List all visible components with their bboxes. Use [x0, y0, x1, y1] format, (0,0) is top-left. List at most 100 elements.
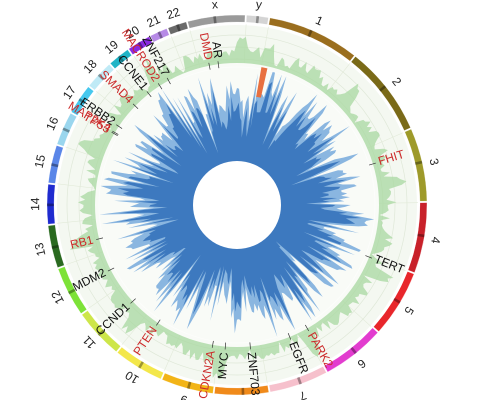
- chrom-3-band: [404, 128, 428, 202]
- gene-RB1-tick: [96, 237, 104, 240]
- gene-MACROD2-tick: [157, 83, 163, 90]
- chrom-17-centromere: [78, 98, 86, 105]
- chrom-1-label: 1: [313, 13, 325, 29]
- chrom-13-centromere: [51, 244, 59, 250]
- chrom-15-band: [48, 145, 64, 184]
- chrom-14-band: [46, 184, 56, 225]
- highlight-mark: [256, 67, 268, 98]
- gene-ERBB2-tick: [116, 124, 123, 129]
- chrom-16-label: 16: [43, 114, 61, 132]
- chrom-2-band: [350, 56, 411, 131]
- chrom-8-centromere: [241, 387, 245, 395]
- chrom-15-label: 15: [32, 153, 49, 169]
- chrom-x-band: [187, 14, 246, 29]
- gene-ar-label: AR: [209, 41, 225, 60]
- chrom-4-band: [407, 202, 428, 273]
- chrom-19-centromere: [117, 55, 125, 63]
- chrom-y-centromere: [255, 16, 260, 24]
- chrom-16-band: [56, 113, 77, 147]
- center-hole: [193, 161, 281, 249]
- gene-TP53-tick: [111, 131, 118, 137]
- chrom-12-band: [57, 266, 87, 314]
- gene-PARK2-tick: [304, 324, 310, 332]
- chrom-14-label: 14: [28, 197, 42, 211]
- chrom-17-label: 17: [60, 83, 79, 102]
- gene-MYC-tick: [224, 342, 227, 350]
- chrom-22-band: [167, 21, 189, 35]
- chrom-13-label: 13: [32, 241, 49, 257]
- chrom-7-label: 7: [297, 388, 308, 400]
- chrom-14-centromere: [47, 203, 55, 207]
- chrom-15-centromere: [51, 163, 59, 168]
- chrom-9-band: [161, 372, 214, 394]
- gene-TERT-tick: [365, 255, 373, 259]
- gene-myc-label: MYC: [215, 352, 231, 380]
- chrom-6-label: 6: [354, 356, 368, 371]
- chrom-x-centromere: [213, 16, 217, 24]
- chrom-6-band: [324, 327, 378, 373]
- gene-CCND1-tick: [130, 298, 136, 304]
- gene-FHIT-tick: [368, 162, 376, 166]
- gene-EGFR-tick: [287, 333, 292, 340]
- gene-PTEN-tick: [156, 319, 161, 326]
- chrom-22-centromere: [176, 24, 181, 32]
- chrom-7-centromere: [297, 376, 302, 385]
- chrom-20-centromere: [137, 41, 144, 49]
- chrom-10-centromere: [138, 361, 144, 369]
- gene-AR-tick: [217, 61, 220, 69]
- chrom-3-label: 3: [427, 157, 442, 167]
- chrom-1-centromere: [307, 29, 313, 38]
- chrom-5-label: 5: [401, 304, 417, 317]
- chrom-1-band: [268, 17, 355, 62]
- chrom-12-centromere: [68, 288, 76, 295]
- chrom-y-band: [246, 15, 269, 25]
- chrom-2-label: 2: [389, 75, 404, 89]
- gene-ZNF217-tick: [166, 77, 171, 85]
- chrom-19-band: [110, 49, 132, 69]
- chrom-8-band: [214, 385, 269, 396]
- chrom-5-band: [373, 271, 415, 332]
- chrom-17-band: [71, 86, 94, 116]
- chrom-19-label: 19: [102, 37, 121, 56]
- chrom-9-centromere: [186, 381, 192, 389]
- gene-SMAD4-tick: [132, 103, 139, 110]
- chrom-20-band: [128, 36, 153, 55]
- chrom-11-band: [81, 310, 121, 352]
- chrom-21-band: [150, 28, 170, 43]
- chrom-13-band: [47, 224, 65, 268]
- chrom-3-centromere: [414, 160, 423, 165]
- chrom-21-label: 21: [145, 12, 163, 30]
- chrom-y-label: y: [255, 0, 262, 12]
- gene-dmd-label: DMD: [197, 31, 216, 61]
- chrom-22-label: 22: [165, 5, 182, 23]
- chrom-4-centromere: [417, 233, 425, 238]
- chrom-11-label: 11: [80, 333, 99, 352]
- gene-MDM2-tick: [107, 267, 115, 272]
- chrom-7-band: [268, 366, 327, 393]
- chrom-6-centromere: [350, 346, 357, 355]
- chrom-x-label: x: [211, 0, 219, 12]
- chrom-18-band: [88, 64, 115, 91]
- chrom-4-label: 4: [428, 236, 443, 245]
- chrom-21-centromere: [157, 31, 163, 39]
- chrom-16-centromere: [62, 127, 70, 133]
- gene-CDKN2A-tick: [211, 340, 214, 348]
- track-outline: [98, 66, 376, 344]
- gene-znf703-label: ZNF703: [245, 352, 263, 397]
- gene-rb1-label: RB1: [69, 233, 95, 252]
- chrom-12-label: 12: [48, 288, 67, 307]
- grid-ring: [66, 34, 408, 376]
- gene-MAP2K4-tick: [112, 130, 119, 135]
- gene-DMD-tick: [208, 62, 211, 70]
- chrom-10-band: [117, 346, 164, 380]
- chrom-2-centromere: [379, 85, 387, 92]
- chrom-18-centromere: [97, 73, 105, 81]
- chrom-5-centromere: [393, 297, 401, 304]
- chrom-9-label: 9: [179, 392, 189, 400]
- chrom-18-label: 18: [80, 57, 100, 77]
- chrom-11-centromere: [97, 329, 105, 337]
- chrom-10-label: 10: [122, 368, 141, 387]
- gene-CCNE1-tick: [146, 91, 152, 98]
